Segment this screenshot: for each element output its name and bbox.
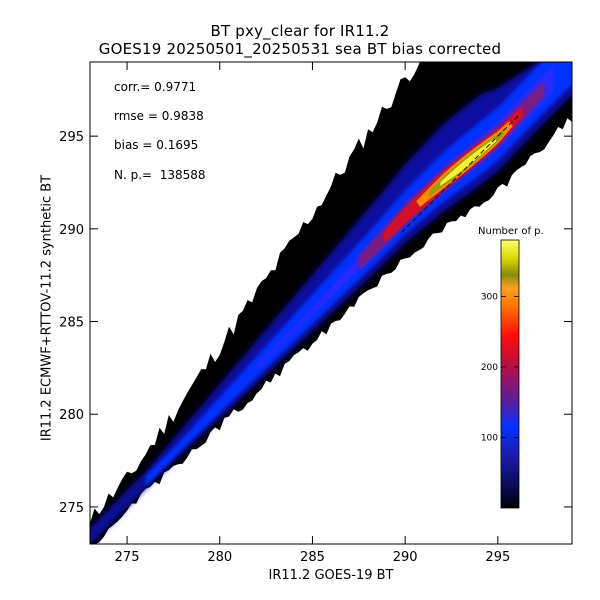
- density-plot-area: [90, 62, 572, 544]
- colorbar-tick-label: 200: [481, 363, 498, 373]
- chart-subtitle: GOES19 20250501_20250531 sea BT bias cor…: [98, 40, 502, 58]
- stat-corr: corr.= 0.9771: [114, 80, 197, 94]
- density-level-max: [440, 137, 496, 186]
- stat-bias: bias = 0.1695: [114, 138, 199, 152]
- x-tick-label: 280: [207, 550, 232, 565]
- x-tick-label: 285: [300, 550, 325, 565]
- y-tick-label: 285: [59, 316, 84, 331]
- colorbar-ticks: 100 200 300: [481, 292, 519, 443]
- colorbar: [500, 239, 520, 509]
- y-axis-label: IR11.2 ECMWF+RTTOV-11.2 synthetic BT: [39, 174, 55, 442]
- x-tick-label: 275: [115, 550, 140, 565]
- identity-line: [401, 113, 521, 233]
- plot-frame: [89, 61, 573, 545]
- x-axis-label: IR11.2 GOES-19 BT: [268, 568, 394, 583]
- chart-title: BT pxy_clear for IR11.2: [210, 22, 390, 40]
- colorbar-tick-label: 300: [481, 292, 498, 302]
- stat-rmse: rmse = 0.9838: [114, 109, 204, 123]
- y-tick-label: 280: [59, 408, 84, 423]
- colorbar-tick-label: 100: [481, 433, 498, 443]
- y-tick-label: 275: [59, 501, 84, 516]
- x-tick-label: 290: [393, 550, 418, 565]
- stat-npoints: N. p.= 138588: [114, 168, 206, 182]
- x-tick-label: 295: [485, 550, 510, 565]
- axes: 275 280 285 290 295 275 280 285 290 295: [59, 62, 572, 565]
- y-tick-label: 290: [59, 223, 84, 238]
- colorbar-title: Number of p.: [478, 226, 544, 237]
- y-tick-label: 295: [59, 130, 84, 145]
